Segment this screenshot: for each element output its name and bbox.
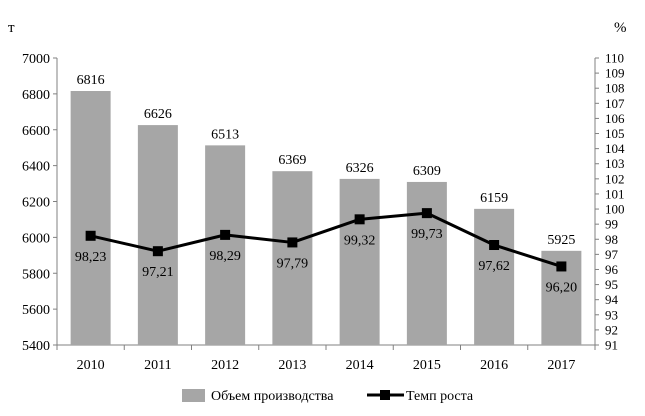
bars-group <box>70 91 582 346</box>
left-tick-label: 6200 <box>22 196 50 211</box>
right-tick-label: 99 <box>605 217 618 232</box>
growth-rate-marker <box>152 246 163 257</box>
growth-rate-marker <box>556 261 567 272</box>
x-tick-labels-group: 2010 2011 2012 2013 2014 2015 2016 2017 <box>77 358 576 373</box>
left-tick-label: 6400 <box>22 160 50 175</box>
growth-rate-marker <box>287 237 298 248</box>
x-tick-label: 2013 <box>278 358 306 373</box>
x-tick-label: 2010 <box>77 358 105 373</box>
bar-value-label: 6369 <box>278 153 306 168</box>
right-tick-label: 94 <box>605 292 619 307</box>
right-tick-label: 100 <box>605 202 625 217</box>
growth-rate-label: 99,73 <box>411 227 443 242</box>
bar-value-label: 6326 <box>346 161 374 176</box>
growth-rate-marker <box>489 240 500 251</box>
left-tick-label: 6600 <box>22 124 50 139</box>
x-tick-label: 2011 <box>144 358 171 373</box>
growth-rate-label: 97,21 <box>142 265 174 280</box>
x-tick-label: 2014 <box>346 358 374 373</box>
right-tick-label: 106 <box>605 111 625 126</box>
growth-rate-label: 96,20 <box>546 280 578 295</box>
right-tick-label: 110 <box>605 51 624 66</box>
growth-rate-label: 99,32 <box>344 233 376 248</box>
right-tick-label: 103 <box>605 156 625 171</box>
right-tick-label: 93 <box>605 307 618 322</box>
legend-line-marker <box>380 390 390 400</box>
x-tick-label: 2016 <box>480 358 508 373</box>
left-tick-label: 7000 <box>22 52 50 67</box>
bar-2012 <box>205 145 246 345</box>
x-tick-label: 2012 <box>211 358 239 373</box>
left-tick-label: 5400 <box>22 339 50 354</box>
growth-rate-label: 98,23 <box>75 250 107 265</box>
right-tick-label: 104 <box>605 141 625 156</box>
rate-labels-group: 98,23 97,21 98,29 97,79 99,32 99,73 97,62 96,20 <box>75 227 577 295</box>
growth-rate-label: 97,79 <box>277 256 309 271</box>
axes-group: 5400 5600 5800 6000 6200 6400 6600 6800 7000 9192… <box>22 51 625 355</box>
bar-value-label: 6513 <box>211 127 239 142</box>
growth-rate-marker <box>354 214 365 225</box>
bar-2016 <box>474 208 515 345</box>
right-tick-label: 105 <box>605 126 625 141</box>
bar-value-label: 5925 <box>547 233 575 248</box>
right-tick-label: 102 <box>605 171 625 186</box>
growth-rate-marker <box>421 208 432 219</box>
right-tick-label: 108 <box>605 81 625 96</box>
bar-value-label: 6309 <box>413 164 441 179</box>
right-tick-label: 95 <box>605 277 618 292</box>
bar-value-label: 6159 <box>480 191 508 206</box>
bar-2014 <box>339 178 380 345</box>
x-tick-label: 2017 <box>547 358 575 373</box>
bar-2013 <box>272 171 313 345</box>
growth-line-group <box>85 208 567 272</box>
bar-value-label: 6816 <box>77 73 105 88</box>
bar-labels-group: 6816 6626 6513 6369 6326 6309 6159 5925 <box>77 73 576 248</box>
right-tick-label: 96 <box>605 262 619 277</box>
left-axis-unit: т <box>8 20 15 36</box>
right-tick-label: 101 <box>605 186 625 201</box>
left-tick-label: 5600 <box>22 303 50 318</box>
right-tick-label: 107 <box>605 96 625 111</box>
bar-2015 <box>406 181 447 345</box>
left-tick-label: 6000 <box>22 231 50 246</box>
right-axis-unit: % <box>614 20 627 36</box>
left-tick-label: 6800 <box>22 88 50 103</box>
growth-rate-label: 97,62 <box>478 259 510 274</box>
right-tick-label: 98 <box>605 232 618 247</box>
right-tick-label: 92 <box>605 322 618 337</box>
right-tick-label: 109 <box>605 66 625 81</box>
legend-line-label: Темп роста <box>406 389 474 404</box>
bar-2010 <box>70 91 111 345</box>
x-tick-label: 2015 <box>413 358 441 373</box>
left-tick-label: 5800 <box>22 267 50 282</box>
growth-rate-marker <box>85 230 96 241</box>
right-tick-label: 91 <box>605 338 618 353</box>
legend-bar-swatch <box>182 389 205 402</box>
growth-rate-marker <box>220 229 231 240</box>
bar-2011 <box>137 125 178 346</box>
growth-rate-line <box>90 211 562 268</box>
legend: Объем производства Темп роста <box>182 389 474 404</box>
legend-bar-label: Объем производства <box>211 389 334 404</box>
right-tick-label: 97 <box>605 247 619 262</box>
bar-value-label: 6626 <box>144 107 172 122</box>
growth-rate-label: 98,29 <box>209 249 241 264</box>
